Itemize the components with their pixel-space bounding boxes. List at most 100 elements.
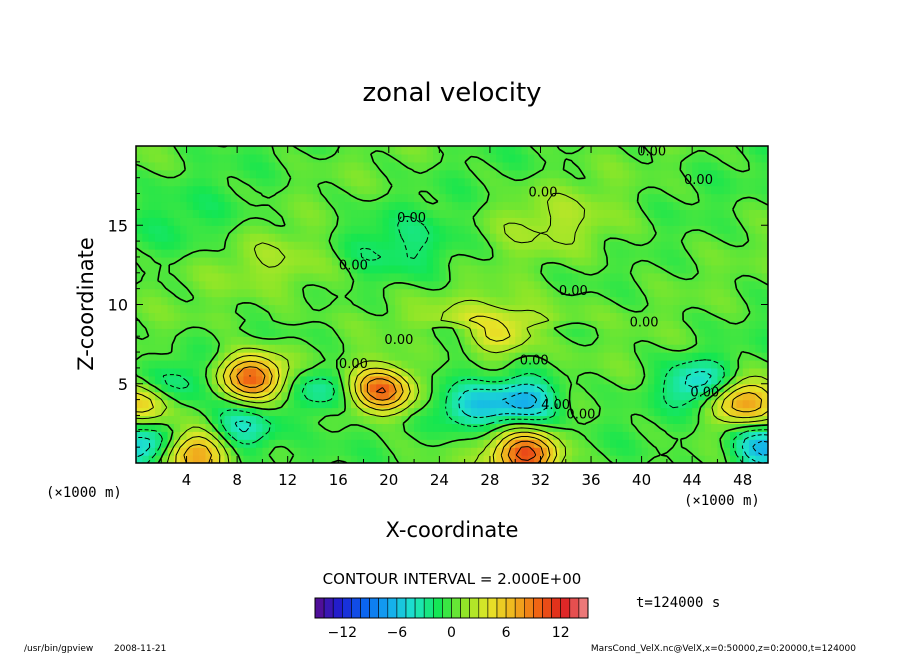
field-cell	[742, 399, 750, 409]
contour-level-8	[236, 366, 544, 463]
field-cell	[553, 328, 561, 337]
field-cell	[666, 328, 674, 337]
field-cell	[173, 407, 181, 417]
field-cell	[211, 256, 219, 266]
field-cell	[458, 249, 466, 258]
field-cell	[496, 320, 504, 329]
field-cell	[591, 344, 598, 353]
field-cell	[534, 312, 542, 321]
field-cell	[698, 415, 706, 424]
field-cell	[199, 423, 207, 432]
field-cell	[230, 249, 238, 258]
field-cell	[350, 217, 358, 226]
field-cell	[521, 280, 529, 290]
field-cell	[287, 431, 295, 440]
field-cell	[477, 241, 485, 250]
field-cell	[433, 423, 440, 432]
field-cell	[369, 391, 377, 401]
field-cell	[211, 264, 219, 274]
field-cell	[736, 391, 744, 401]
field-cell	[749, 383, 756, 393]
field-cell	[382, 193, 390, 203]
field-cell	[464, 447, 472, 456]
field-cell	[186, 185, 194, 195]
field-cell	[685, 161, 693, 171]
field-cell	[666, 201, 674, 210]
field-cell	[698, 233, 706, 242]
field-cell	[218, 336, 226, 345]
field-cell	[521, 177, 529, 187]
field-cell	[464, 407, 472, 417]
field-cell	[230, 217, 238, 226]
field-cell	[628, 233, 636, 242]
field-cell	[192, 193, 200, 203]
field-cell	[565, 344, 573, 353]
field-cell	[546, 455, 554, 463]
field-cell	[230, 201, 238, 210]
field-cell	[357, 153, 365, 163]
field-cell	[433, 328, 440, 337]
field-cell	[180, 217, 188, 226]
field-cell	[369, 352, 377, 361]
field-cell	[148, 423, 156, 432]
field-cell	[395, 256, 403, 266]
colorbar-segment	[378, 597, 389, 619]
field-cell	[319, 225, 327, 234]
field-cell	[211, 217, 219, 226]
field-cell	[761, 241, 768, 250]
field-cell	[268, 217, 276, 226]
field-cell	[312, 399, 320, 409]
field-cell	[559, 249, 567, 258]
field-cell	[401, 320, 409, 329]
field-cell	[173, 264, 181, 274]
field-cell	[414, 312, 421, 321]
field-cell	[616, 455, 624, 463]
field-cell	[723, 233, 731, 242]
field-cell	[136, 264, 143, 274]
field-cell	[692, 344, 700, 353]
field-cell	[578, 241, 586, 250]
field-cell	[470, 447, 478, 456]
field-cell	[300, 225, 308, 234]
field-cell	[521, 304, 529, 314]
field-cell	[344, 209, 352, 218]
field-cell	[433, 359, 440, 369]
field-cell	[136, 312, 143, 321]
field-cell	[723, 288, 731, 298]
field-cell	[641, 153, 649, 163]
field-cell	[230, 383, 238, 393]
field-cell	[616, 288, 624, 298]
field-cell	[388, 447, 396, 456]
field-cell	[616, 304, 624, 314]
field-cell	[439, 161, 447, 171]
field-cell	[262, 153, 270, 163]
field-cell	[148, 241, 156, 250]
field-cell	[344, 296, 352, 306]
field-cell	[654, 312, 662, 321]
field-cell	[755, 447, 763, 456]
field-cell	[660, 169, 668, 179]
field-cell	[622, 359, 630, 369]
field-cell	[761, 312, 768, 321]
field-cell	[647, 375, 655, 385]
field-cell	[723, 375, 731, 385]
field-cell	[186, 225, 194, 234]
field-cell	[692, 193, 700, 203]
field-cell	[660, 367, 668, 377]
field-cell	[218, 153, 226, 163]
field-cell	[407, 209, 415, 218]
field-cell	[717, 241, 725, 250]
field-cell	[502, 296, 510, 306]
field-cell	[572, 169, 579, 179]
field-cell	[635, 455, 643, 463]
field-cell	[622, 233, 630, 242]
field-cell	[628, 256, 636, 266]
field-cell	[211, 320, 219, 329]
field-cell	[388, 399, 396, 409]
field-cell	[344, 241, 352, 250]
field-cell	[711, 439, 719, 448]
field-cell	[521, 169, 529, 179]
field-cell	[628, 367, 636, 377]
field-cell	[186, 217, 194, 226]
field-cell	[369, 288, 377, 298]
